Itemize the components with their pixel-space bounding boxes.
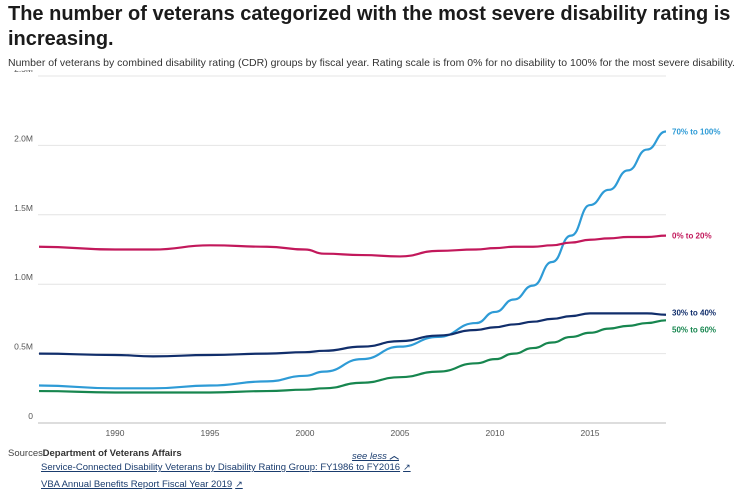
sources-label: Sources:	[8, 448, 46, 459]
x-tick-label: 1990	[106, 428, 125, 438]
x-tick-label: 2015	[581, 428, 600, 438]
series-label: 0% to 20%	[672, 232, 712, 241]
see-less-label: see less	[352, 451, 387, 462]
source-link-2-text: VBA Annual Benefits Report Fiscal Year 2…	[41, 479, 233, 490]
series-label: 50% to 60%	[672, 325, 716, 334]
line-chart: 0 0.5M 1.0M 1.5M 2.0M 2.5M 1990 1995 2000 2005 201…	[14, 70, 720, 438]
series-line-2	[38, 312, 667, 358]
x-tick-label: 2005	[391, 428, 410, 438]
x-tick-label: 2000	[296, 428, 315, 438]
y-tick-label: 2.5M	[14, 70, 33, 74]
series-label: 70% to 100%	[672, 128, 720, 137]
chart-subtitle: Number of veterans by combined disabilit…	[8, 57, 735, 69]
x-tick-label: 2010	[486, 428, 505, 438]
series-line-3	[38, 319, 667, 394]
y-tick-label: 1.5M	[14, 203, 33, 213]
y-tick-label: 1.0M	[14, 272, 33, 282]
source-link-2[interactable]: VBA Annual Benefits Report Fiscal Year 2…	[41, 479, 243, 490]
y-tick-label: 0.5M	[14, 342, 33, 352]
series-line-1	[38, 234, 667, 258]
source-organization: Department of Veterans Affairs	[42, 448, 182, 459]
see-less-link[interactable]: see less ︿	[352, 448, 399, 462]
y-tick-label: 2.0M	[14, 133, 33, 143]
external-link-icon: ↗	[403, 462, 411, 472]
sources: Sources: Department of Veterans Affairs	[8, 448, 182, 459]
chart-title: The number of veterans categorized with …	[8, 3, 731, 50]
series-label: 30% to 40%	[672, 309, 716, 318]
source-link-1[interactable]: Service-Connected Disability Veterans by…	[41, 462, 411, 473]
chevron-up-icon: ︿	[389, 451, 400, 462]
external-link-icon: ↗	[235, 479, 243, 489]
y-tick-label: 0	[28, 411, 33, 421]
series-line-0	[38, 130, 667, 390]
x-tick-label: 1995	[201, 428, 220, 438]
source-link-1-text: Service-Connected Disability Veterans by…	[41, 462, 401, 473]
